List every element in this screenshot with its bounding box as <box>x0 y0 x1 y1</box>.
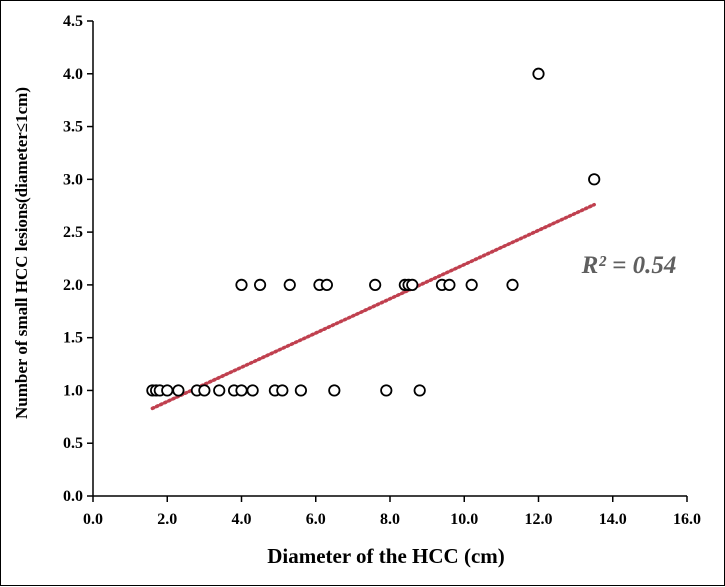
y-tick-label: 0.5 <box>63 435 83 452</box>
x-tick-label: 4.0 <box>232 511 252 528</box>
x-tick-label: 14.0 <box>599 511 627 528</box>
data-point <box>443 278 456 291</box>
x-tick-label: 10.0 <box>450 511 478 528</box>
x-tick-label: 12.0 <box>525 511 553 528</box>
data-point <box>283 278 296 291</box>
y-tick-label: 2.5 <box>63 224 83 241</box>
x-tick-label: 2.0 <box>157 511 177 528</box>
x-axis: 0.0 2.0 4.0 6.0 8.0 10.0 12.0 14.0 16.0 <box>83 495 701 528</box>
data-point <box>328 384 341 397</box>
trendline <box>150 202 596 411</box>
data-point <box>276 384 289 397</box>
data-point <box>235 384 248 397</box>
trendline-group <box>150 202 596 411</box>
x-tick-label: 6.0 <box>306 511 326 528</box>
x-tick-label: 16.0 <box>673 511 701 528</box>
y-tick-label: 2.0 <box>63 277 83 294</box>
data-point <box>465 278 478 291</box>
data-point <box>213 384 226 397</box>
data-point <box>406 278 419 291</box>
data-point <box>253 278 267 291</box>
r-squared-annotation: R² = 0.54 <box>581 252 677 279</box>
data-point <box>198 384 211 397</box>
y-tick-label: 1.0 <box>63 382 83 399</box>
data-points <box>146 67 601 397</box>
y-tick-label: 4.5 <box>63 13 83 30</box>
data-point <box>235 278 248 291</box>
data-point <box>413 384 426 397</box>
data-point <box>172 384 185 397</box>
y-tick-label: 3.0 <box>63 171 83 188</box>
y-tick-label: 3.5 <box>63 119 83 136</box>
data-point <box>246 384 259 397</box>
data-point <box>532 67 545 80</box>
data-point <box>369 278 382 291</box>
data-point <box>161 384 174 397</box>
data-point <box>588 173 601 186</box>
data-point <box>380 384 393 397</box>
y-tick-label: 0.0 <box>63 488 83 505</box>
data-point <box>320 278 333 291</box>
x-tick-label: 0.0 <box>83 511 103 528</box>
x-axis-title: Diameter of the HCC (cm) <box>267 544 505 568</box>
y-axis: 0.0 0.5 1.0 1.5 2.0 2.5 3.0 3.5 4.0 4.5 <box>63 13 94 505</box>
data-point <box>294 384 307 397</box>
x-tick-label: 8.0 <box>380 511 400 528</box>
y-tick-label: 1.5 <box>63 330 83 347</box>
y-tick-label: 4.0 <box>63 66 83 83</box>
y-axis-title: Number of small HCC lesions(diameter≤1cm… <box>12 87 31 419</box>
data-point <box>506 278 519 291</box>
